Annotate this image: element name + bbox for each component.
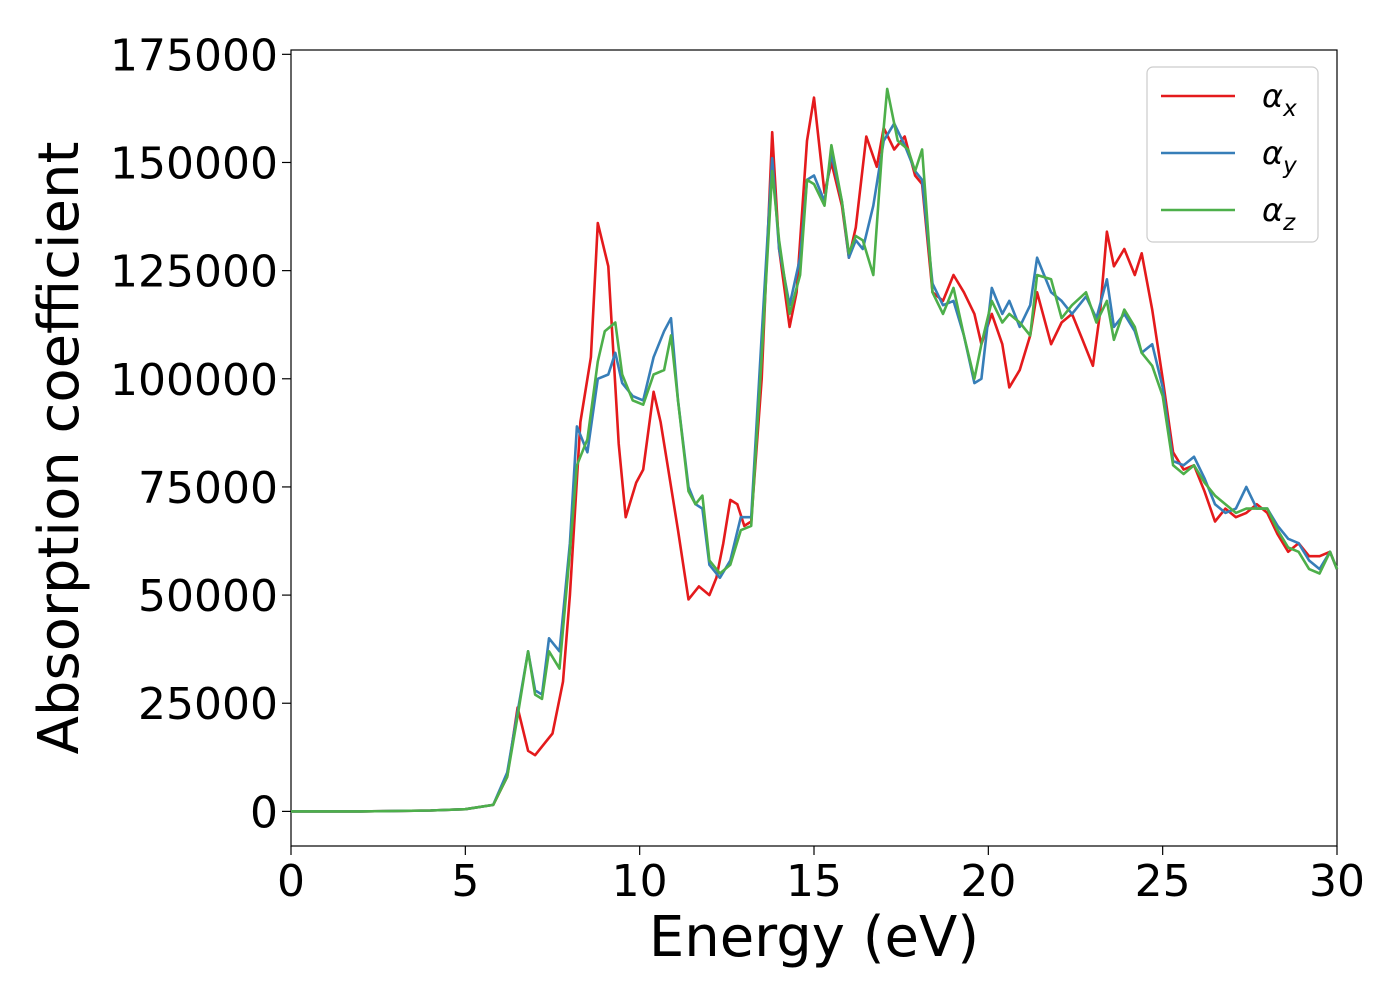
x-tick-label: 10 bbox=[612, 856, 668, 907]
x-tick-label: 20 bbox=[960, 856, 1016, 907]
legend-label-y: αy bbox=[1262, 134, 1297, 179]
x-axis-title: Energy (eV) bbox=[649, 905, 979, 970]
x-tick-label: 25 bbox=[1135, 856, 1191, 907]
series-line-y bbox=[291, 122, 1339, 813]
x-tick-label: 5 bbox=[451, 856, 479, 907]
series-group bbox=[291, 87, 1339, 813]
y-axis-title: Absorption coefficient bbox=[27, 142, 92, 755]
legend: αx αy αz bbox=[1146, 66, 1319, 243]
y-axis-ticks: 0 25000 50000 75000 100000 125000 150000 175000 bbox=[110, 30, 291, 838]
y-tick-label: 0 bbox=[250, 787, 278, 838]
legend-label-z: αz bbox=[1262, 191, 1296, 236]
y-tick-label: 100000 bbox=[110, 355, 278, 406]
y-tick-label: 125000 bbox=[110, 247, 278, 298]
x-tick-label: 30 bbox=[1309, 856, 1365, 907]
legend-label-x: αx bbox=[1262, 77, 1297, 122]
y-tick-label: 25000 bbox=[138, 679, 278, 730]
legend-items: αx αy αz bbox=[1161, 77, 1297, 236]
y-tick-label: 175000 bbox=[110, 30, 278, 81]
y-tick-label: 50000 bbox=[138, 571, 278, 622]
series-line-z bbox=[291, 87, 1339, 813]
x-tick-label: 0 bbox=[277, 856, 305, 907]
legend-box bbox=[1146, 66, 1319, 243]
series-line-x bbox=[291, 96, 1339, 813]
x-tick-label: 15 bbox=[786, 856, 842, 907]
y-tick-label: 150000 bbox=[110, 138, 278, 189]
y-tick-label: 75000 bbox=[138, 463, 278, 514]
x-axis-ticks: 0 5 10 15 20 25 30 bbox=[277, 846, 1365, 907]
